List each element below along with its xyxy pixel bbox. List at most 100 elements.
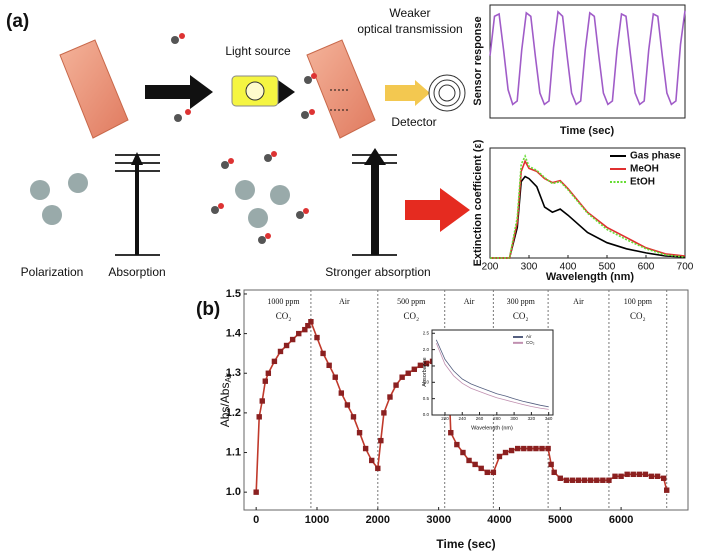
marker xyxy=(320,350,326,357)
marker xyxy=(606,477,612,483)
marker xyxy=(305,322,311,329)
marker xyxy=(630,471,636,478)
graphene-dots xyxy=(30,173,290,228)
annotation: 100 ppm xyxy=(624,297,653,306)
x-tick-label: 400 xyxy=(560,262,577,273)
marker xyxy=(502,449,509,456)
marker xyxy=(514,445,521,452)
arrow xyxy=(131,152,143,255)
annotation: 300 ppm xyxy=(507,297,536,306)
marker xyxy=(460,449,466,456)
marker xyxy=(256,414,262,420)
marker xyxy=(454,441,460,448)
label: Absorption xyxy=(108,265,165,279)
annotation: 500 ppm xyxy=(397,297,426,306)
marker xyxy=(624,471,630,478)
series-line xyxy=(435,342,549,410)
marker xyxy=(356,430,363,436)
y-tick-label: 2.0 xyxy=(423,347,430,352)
marker xyxy=(612,473,618,480)
y-tick-label: 1.0 xyxy=(423,379,430,384)
light-bulb xyxy=(245,81,265,101)
y-tick-label: 1.5 xyxy=(423,363,430,368)
arrow xyxy=(278,80,295,104)
marker xyxy=(527,445,533,452)
annotation: 1000 ppm xyxy=(267,297,300,306)
label: Light source xyxy=(225,44,291,58)
plot-frame xyxy=(431,329,554,416)
y-tick-label: 1.4 xyxy=(226,328,242,340)
marker xyxy=(664,487,670,493)
marker xyxy=(259,398,265,404)
marker xyxy=(581,477,588,483)
marker xyxy=(654,473,661,480)
x-tick-label: 280 xyxy=(493,416,501,421)
marker xyxy=(344,402,351,408)
marker xyxy=(563,477,570,483)
x-tick-label: 700 xyxy=(677,262,694,273)
legend-label: EtOH xyxy=(630,177,655,188)
detector-icon xyxy=(428,74,466,112)
panel-a-diagram xyxy=(30,33,470,256)
x-tick-label: 260 xyxy=(476,416,484,421)
marker xyxy=(478,465,484,472)
y-axis-label: Extinction coefficient (ε) xyxy=(472,139,484,266)
annotation: CO₂ xyxy=(276,311,292,321)
x-axis-label: Time (sec) xyxy=(560,125,615,137)
x-axis-label: Wavelength (nm) xyxy=(546,271,635,283)
legend-label: CO₂ xyxy=(526,340,535,345)
series-line xyxy=(435,339,549,408)
x-tick-label: 5000 xyxy=(548,514,572,526)
marker xyxy=(381,410,387,416)
marker xyxy=(575,477,582,483)
arrow xyxy=(145,75,213,109)
marker xyxy=(332,374,338,380)
y-tick-label: 2.5 xyxy=(423,330,430,335)
panel-label: (b) xyxy=(196,299,220,320)
series-line xyxy=(490,154,686,259)
marker xyxy=(302,326,308,333)
y-tick-label: 0.0 xyxy=(423,412,430,417)
marker xyxy=(338,390,345,396)
marker xyxy=(362,445,369,452)
label: Stronger absorption xyxy=(325,265,430,279)
x-tick-label: 1000 xyxy=(305,514,329,526)
x-tick-label: 500 xyxy=(599,262,616,273)
marker xyxy=(569,477,576,483)
marker xyxy=(600,477,606,483)
marker xyxy=(587,477,594,483)
plot-frame xyxy=(489,4,686,119)
y-axis-label-sub: Air xyxy=(224,372,233,382)
marker xyxy=(660,475,667,481)
marker xyxy=(411,366,418,372)
marker xyxy=(648,473,655,480)
label: Detector xyxy=(391,115,436,129)
annotation: CO₂ xyxy=(630,311,646,321)
marker xyxy=(533,445,539,452)
y-tick-label: 0.5 xyxy=(423,396,430,401)
legend-label: Air xyxy=(526,334,532,339)
marker xyxy=(393,382,399,388)
y-tick-label: 1.1 xyxy=(226,446,241,458)
y-axis-label: Absorbance xyxy=(422,357,428,386)
x-tick-label: 4000 xyxy=(487,514,511,526)
annotation: Air xyxy=(339,297,350,306)
label: optical transmission xyxy=(357,22,462,36)
marker xyxy=(277,348,284,355)
marker xyxy=(508,447,515,454)
marker xyxy=(466,457,472,464)
marker xyxy=(417,362,424,369)
marker xyxy=(271,358,278,365)
x-tick-label: 340 xyxy=(545,416,553,421)
arrow xyxy=(405,188,470,232)
x-tick-label: 300 xyxy=(510,416,518,421)
x-tick-label: 240 xyxy=(458,416,466,421)
x-tick-label: 6000 xyxy=(609,514,633,526)
marker xyxy=(369,457,375,464)
marker xyxy=(548,461,554,468)
marker xyxy=(253,489,259,495)
y-tick-label: 1.0 xyxy=(226,486,241,498)
marker xyxy=(283,342,290,349)
marker xyxy=(484,469,490,476)
